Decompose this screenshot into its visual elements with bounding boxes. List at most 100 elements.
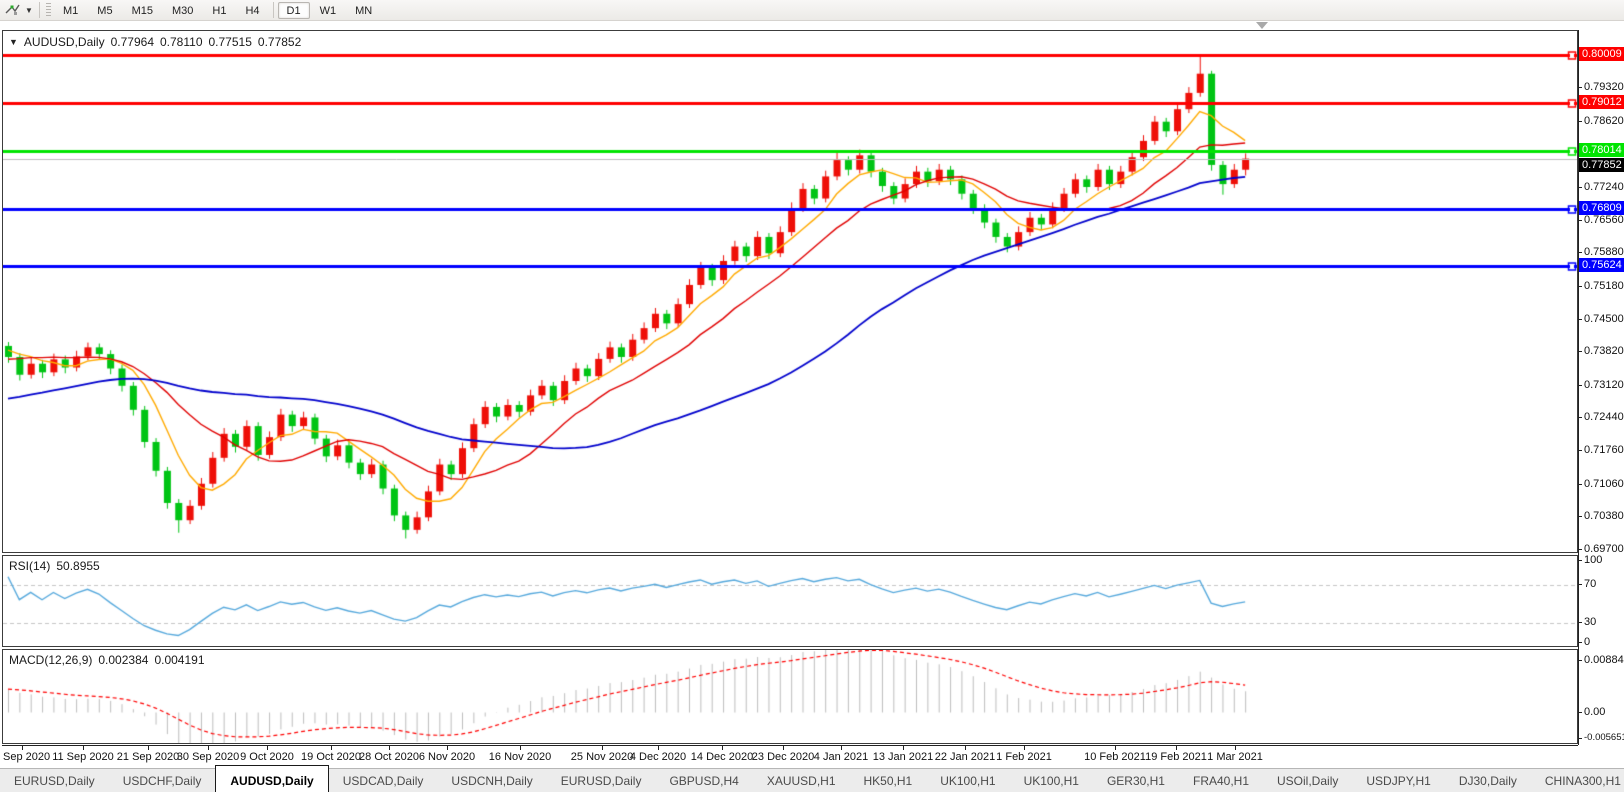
chart-tab-dj30-daily[interactable]: DJ30,Daily <box>1458 773 1517 788</box>
date-tick-label: 19 Oct 2020 <box>301 751 361 763</box>
rsi-axis-label: 30 <box>1584 616 1597 628</box>
chart-tab-usdcnh-daily[interactable]: USDCNH,Daily <box>451 773 533 788</box>
chart-tab-eurusd-daily[interactable]: EURUSD,Daily <box>14 773 95 788</box>
timeframe-button-h4[interactable]: H4 <box>245 4 260 17</box>
rsi-axis-label: 100 <box>1584 554 1603 566</box>
price-line-badge: 0.75624 <box>1579 257 1624 272</box>
date-tick <box>783 746 784 750</box>
date-tick-label: 16 Nov 2020 <box>488 751 552 763</box>
date-axis-line <box>2 745 1578 746</box>
price-line-badge: 0.79012 <box>1579 94 1624 109</box>
chart-tool-caret-icon[interactable]: ▼ <box>25 5 33 15</box>
axis-tick <box>1578 584 1582 585</box>
date-tick-label: 6 Nov 2020 <box>418 751 476 763</box>
date-tick-label: 4 Jan 2021 <box>813 751 869 763</box>
date-tick-label: 13 Jan 2021 <box>872 751 934 763</box>
timeframe-toolbar: ▼ M1 M5 M15 M30 H1 H4 D1 W1 MN <box>0 0 1624 21</box>
timeframe-button-m30[interactable]: M30 <box>171 4 194 17</box>
chart-tab-audusd-daily[interactable]: AUDUSD,Daily <box>215 765 329 792</box>
date-tick-label: 10 Feb 2021 <box>1084 751 1146 763</box>
axis-tick <box>1578 712 1582 713</box>
toolbar-separator <box>272 1 274 18</box>
axis-tick <box>1578 549 1582 550</box>
chart-tab-usoil-daily[interactable]: USOil,Daily <box>1277 773 1339 788</box>
timeframe-button-w1[interactable]: W1 <box>319 4 337 17</box>
date-tick <box>965 746 966 750</box>
price-tick-label: 0.78620 <box>1584 114 1624 127</box>
timeframe-button-m1[interactable]: M1 <box>63 4 79 17</box>
price-tick-label: 0.75180 <box>1584 279 1624 292</box>
chart-tabbar: EURUSD,Daily USDCHF,Daily AUDUSD,Daily USDC… <box>0 765 1624 792</box>
axis-tick <box>1578 560 1582 561</box>
toolbar-grip-handle[interactable] <box>46 2 51 18</box>
date-tick-label: 23 Dec 2020 <box>751 751 815 763</box>
price-line-badge: 0.78014 <box>1579 142 1624 157</box>
timeframe-button-m15[interactable]: M15 <box>131 4 153 17</box>
rsi-label-line: RSI(14) 50.8955 <box>9 559 100 573</box>
rsi-name: RSI(14) <box>9 559 51 573</box>
timeframe-button-h1[interactable]: H1 <box>212 4 227 17</box>
date-tick-label: 4 Dec 2020 <box>629 751 687 763</box>
chart-tab-xauusd-h1[interactable]: XAUUSD,H1 <box>766 773 836 788</box>
chart-tab-uk100-h1[interactable]: UK100,H1 <box>1023 773 1079 788</box>
chart-tab-hk50-h1[interactable]: HK50,H1 <box>863 773 913 788</box>
price-chart-panel: ▼ AUDUSD,Daily 0.77964 0.78110 0.77515 0… <box>2 30 1578 553</box>
price-line-badge: 0.76809 <box>1579 200 1624 215</box>
rsi-axis-label: 70 <box>1584 578 1597 590</box>
price-line-badge: 0.80009 <box>1579 47 1624 61</box>
rsi-canvas[interactable] <box>3 556 1577 646</box>
timeframe-button-m5[interactable]: M5 <box>97 4 113 17</box>
chart-tab-eurusd-daily[interactable]: EURUSD,Daily <box>560 773 642 788</box>
date-tick <box>903 746 904 750</box>
date-tick-label: 9 Oct 2020 <box>240 751 294 763</box>
timeframe-button-mn[interactable]: MN <box>355 4 373 17</box>
rsi-axis-label: 0 <box>1584 636 1591 648</box>
date-tick <box>22 746 23 750</box>
date-tick <box>1235 746 1236 750</box>
macd-axis-label: -0.005651 <box>1584 732 1624 743</box>
price-chart-canvas[interactable] <box>3 31 1577 552</box>
chart-tab-usdchf-daily[interactable]: USDCHF,Daily <box>122 773 202 788</box>
macd-axis-label: 0.00 <box>1584 706 1606 718</box>
axis-tick <box>1578 219 1582 221</box>
symbol-collapse-icon[interactable]: ▼ <box>9 37 18 47</box>
timeframe-button-d1[interactable]: D1 <box>277 1 310 19</box>
date-tick-label: 25 Nov 2020 <box>570 751 634 763</box>
price-line-badge: 0.77852 <box>1579 157 1624 172</box>
axis-tick <box>1578 483 1582 485</box>
date-tick <box>389 746 390 750</box>
date-tick-label: 19 Feb 2021 <box>1145 751 1207 763</box>
macd-label-line: MACD(12,26,9) 0.002384 0.004191 <box>9 653 205 667</box>
macd-canvas[interactable] <box>3 650 1577 743</box>
chart-tab-china300-h1[interactable]: CHINA300,H1 <box>1544 773 1621 788</box>
axis-tick <box>1578 252 1582 254</box>
price-tick-label: 0.79320 <box>1584 81 1624 94</box>
date-tick <box>331 746 332 750</box>
symbol-label: AUDUSD,Daily <box>23 35 105 49</box>
date-tick <box>83 746 84 750</box>
chart-tab-uk100-h1[interactable]: UK100,H1 <box>940 773 996 788</box>
chart-tool-icon[interactable] <box>2 2 22 19</box>
date-tick <box>658 746 659 750</box>
axis-tick <box>1578 642 1582 643</box>
date-tick <box>447 746 448 750</box>
rsi-panel: RSI(14) 50.8955 <box>2 555 1578 647</box>
chart-shift-marker-icon[interactable] <box>1256 22 1268 29</box>
chart-tab-ger30-h1[interactable]: GER30,H1 <box>1106 773 1165 788</box>
macd-panel: MACD(12,26,9) 0.002384 0.004191 <box>2 649 1578 744</box>
price-tick-label: 0.73820 <box>1584 345 1624 358</box>
axis-tick <box>1578 186 1582 188</box>
date-tick <box>208 746 209 750</box>
axis-tick <box>1578 660 1582 661</box>
chart-tab-usdcad-daily[interactable]: USDCAD,Daily <box>342 773 424 788</box>
chart-tab-fra40-h1[interactable]: FRA40,H1 <box>1192 773 1250 788</box>
date-tick-label: 1 Feb 2021 <box>996 751 1052 763</box>
axis-tick <box>1578 318 1582 320</box>
chart-tab-usdjpy-h1[interactable]: USDJPY,H1 <box>1366 773 1431 788</box>
date-tick-label: 21 Sep 2020 <box>116 751 180 763</box>
chart-tab-gbpusd-h4[interactable]: GBPUSD,H4 <box>669 773 739 788</box>
axis-tick <box>1578 622 1582 623</box>
price-axis[interactable]: 0.79320 0.78620 0.77240 0.76560 0.75880 0.751… <box>1578 30 1624 745</box>
date-tick-label: 22 Jan 2021 <box>934 751 996 763</box>
